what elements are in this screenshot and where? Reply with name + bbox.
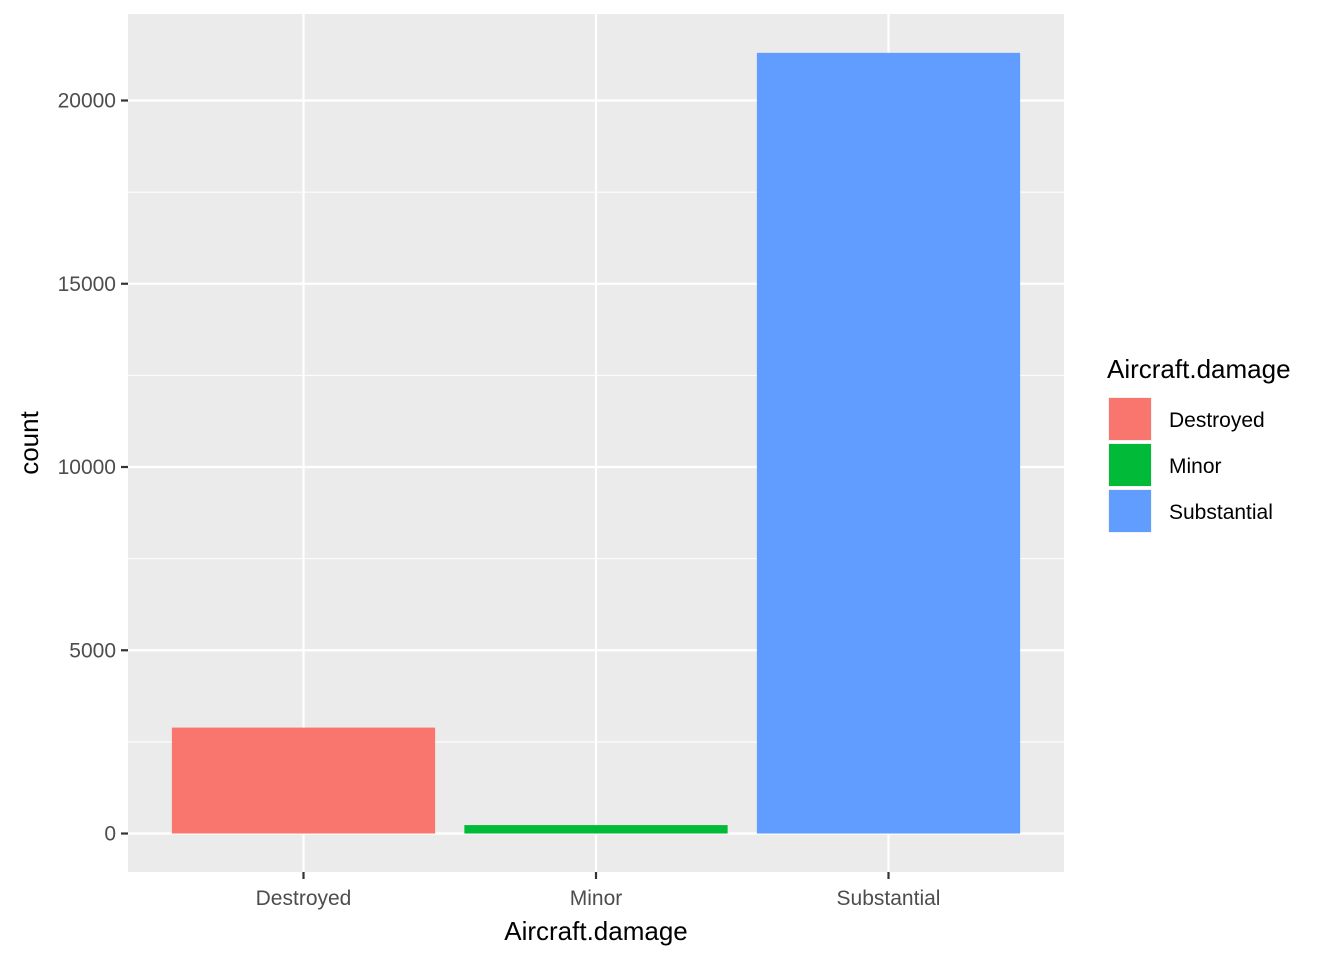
x-tick-label: Minor (570, 887, 623, 910)
legend-label: Destroyed (1169, 409, 1265, 432)
x-axis: Destroyed Minor Substantial (256, 872, 941, 910)
legend-title: Aircraft.damage (1107, 354, 1291, 384)
x-tick-label: Substantial (837, 887, 941, 910)
bar-substantial (756, 52, 1021, 834)
legend: Aircraft.damage Destroyed Minor Substantia… (1107, 354, 1291, 533)
bars-group (171, 52, 1021, 834)
y-tick-label: 20000 (58, 89, 116, 112)
bar-destroyed (171, 727, 436, 834)
y-tick-label: 10000 (58, 456, 116, 479)
bar-minor (464, 825, 728, 834)
x-tick-label: Destroyed (256, 887, 352, 910)
legend-swatch-substantial (1109, 490, 1151, 532)
legend-label: Minor (1169, 455, 1222, 478)
legend-label: Substantial (1169, 501, 1273, 524)
x-axis-title: Aircraft.damage (504, 916, 688, 946)
legend-swatch-destroyed (1109, 398, 1151, 440)
y-axis-title: count (14, 410, 44, 474)
y-tick-label: 5000 (69, 639, 116, 662)
legend-swatch-minor (1109, 444, 1151, 486)
y-tick-label: 15000 (58, 273, 116, 296)
y-axis: 0 5000 10000 15000 20000 (58, 89, 128, 846)
y-tick-label: 0 (104, 823, 116, 846)
